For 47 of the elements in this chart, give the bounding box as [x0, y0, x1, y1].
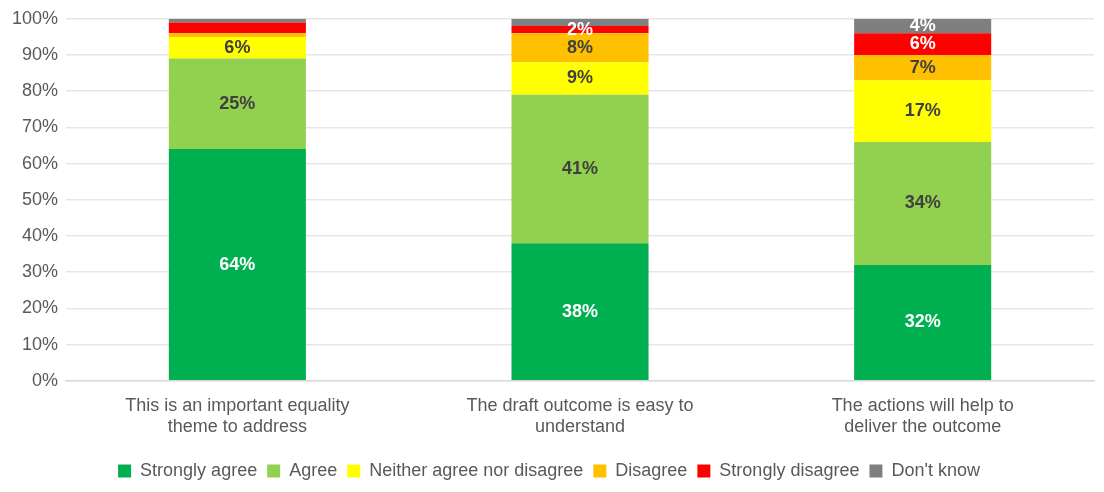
- data-label: 4%: [909, 15, 936, 36]
- data-label: 9%: [567, 67, 594, 88]
- bar: [511, 94, 649, 244]
- data-label: 17%: [904, 100, 941, 121]
- bar: [168, 22, 306, 34]
- bar: [168, 58, 306, 150]
- bar: [168, 33, 306, 37]
- x-tick-label: The actions will help to deliver the outcome: [831, 394, 1014, 437]
- legend-label: Strongly agree: [140, 459, 258, 480]
- bar: [854, 264, 992, 381]
- legend-label: Strongly disagree: [719, 459, 860, 480]
- data-label: 6%: [224, 36, 251, 57]
- bar: [168, 149, 306, 381]
- data-label: 6%: [909, 33, 936, 54]
- y-tick-label: 60%: [22, 152, 59, 173]
- x-tick-label: This is an important equality theme to address: [125, 394, 350, 437]
- y-tick-label: 70%: [22, 116, 59, 137]
- data-label: 64%: [219, 253, 256, 274]
- bar: [511, 62, 649, 95]
- legend-label: Agree: [289, 459, 338, 480]
- data-label: 38%: [562, 300, 599, 321]
- legend-label: Disagree: [615, 459, 688, 480]
- y-tick-label: 20%: [22, 297, 59, 318]
- y-tick-label: 30%: [22, 261, 59, 282]
- bar: [854, 141, 992, 265]
- data-label: 32%: [904, 311, 941, 332]
- bar: [854, 55, 992, 81]
- bar: [168, 36, 306, 59]
- legend-label: Don't know: [891, 459, 981, 480]
- bar: [511, 33, 649, 63]
- data-label: 25%: [219, 92, 256, 113]
- y-tick-label: 90%: [22, 43, 59, 64]
- y-tick-label: 100%: [11, 7, 59, 28]
- y-tick-label: 10%: [22, 333, 59, 354]
- y-tick-label: 40%: [22, 224, 59, 245]
- y-tick-label: 0%: [32, 369, 59, 390]
- bar: [854, 80, 992, 142]
- data-label: 7%: [909, 56, 936, 77]
- data-label: 41%: [562, 158, 599, 178]
- data-label: 8%: [567, 36, 594, 57]
- y-tick-label: 50%: [22, 188, 59, 209]
- bar: [511, 243, 649, 381]
- x-tick-label: The draft outcome is easy to understand: [466, 394, 694, 437]
- data-label: 34%: [904, 192, 941, 213]
- legend-label: Neither agree nor disagree: [369, 459, 584, 480]
- y-tick-label: 80%: [22, 80, 59, 101]
- bar: [854, 33, 992, 55]
